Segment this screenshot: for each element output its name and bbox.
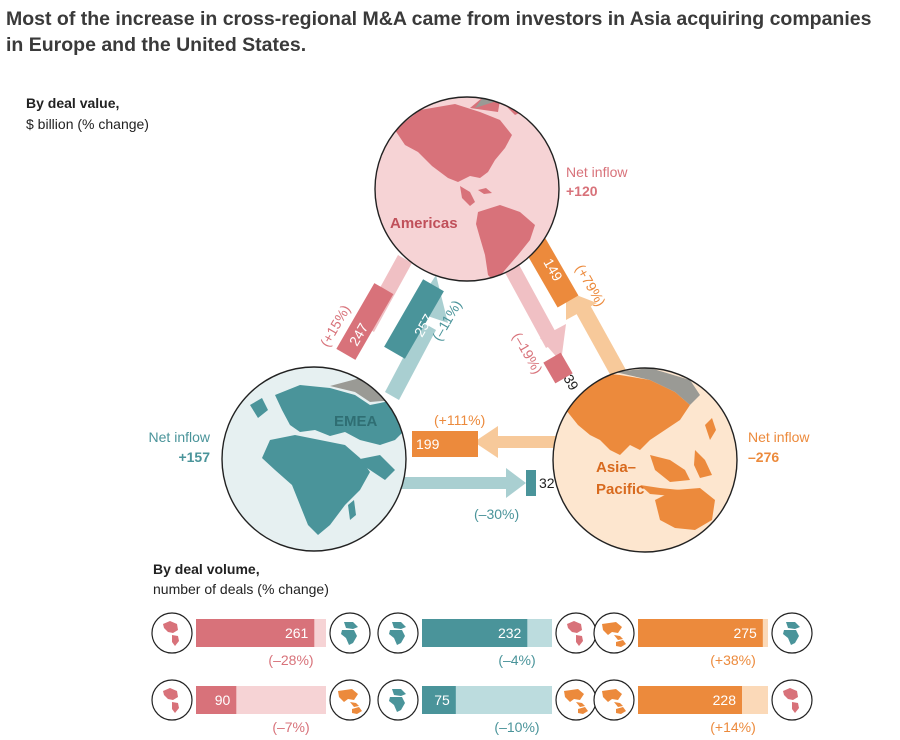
flow-value-am-as: 39 xyxy=(560,372,582,394)
volume-section-title: By deal volume, xyxy=(153,561,260,577)
mini-globe-asia-r1c0-to xyxy=(329,679,371,721)
net-inflow-value-americas: +120 xyxy=(566,183,598,199)
globe-emea: EMEA xyxy=(221,366,407,552)
volume-value-r0c0: 261 xyxy=(285,625,309,641)
net-inflow-label-americas: Net inflow xyxy=(566,164,628,180)
flow-emea-to-asia: 32 (–30%) xyxy=(398,468,555,522)
mini-globe-emea-r0c2-to xyxy=(771,612,813,654)
region-label-americas: Americas xyxy=(390,215,458,232)
volume-change-r1c2: (+14%) xyxy=(710,719,756,735)
mini-globe-asia-r1c2-from xyxy=(593,679,635,721)
flow-change-em-as: (–30%) xyxy=(474,506,519,522)
volume-bar-r1c1 xyxy=(422,686,456,714)
net-inflow-value-emea: +157 xyxy=(178,449,210,465)
volume-change-r0c0: (–28%) xyxy=(268,652,313,668)
volume-change-r1c0: (–7%) xyxy=(272,719,309,735)
mini-globe-asia-r0c2-from xyxy=(593,612,635,654)
volume-section-subtitle: number of deals (% change) xyxy=(153,581,329,597)
flow-value-em-as: 32 xyxy=(539,475,555,491)
volume-bar-r0c1 xyxy=(422,619,528,647)
net-inflow-value-asia: –276 xyxy=(748,449,779,465)
region-label-asia-line1: Asia– xyxy=(596,459,636,476)
flow-emea-to-americas: 257 (–11%) xyxy=(384,275,465,400)
mini-globe-americas-r1c0-from xyxy=(151,679,193,721)
region-label-emea: EMEA xyxy=(334,413,378,430)
volume-bar-r0c0 xyxy=(196,619,315,647)
mini-globe-emea-r0c0-to xyxy=(329,612,371,654)
volume-change-r0c1: (–4%) xyxy=(498,652,535,668)
volume-value-r1c1: 75 xyxy=(434,692,450,708)
chart-title: Most of the increase in cross-regional M… xyxy=(6,8,872,56)
mini-globe-americas-r1c2-to xyxy=(771,679,813,721)
volume-bar-r1c2 xyxy=(638,686,742,714)
mini-globe-americas-r0c1-to xyxy=(555,612,597,654)
volume-bars: 261 (–28%) 232 (–4%) 275 (+38%) 90 (–7%) 75 (–10%… xyxy=(151,612,813,735)
flow-change-as-em: (+111%) xyxy=(434,412,485,428)
volume-value-r1c2: 228 xyxy=(713,692,737,708)
volume-value-r0c1: 232 xyxy=(498,625,522,641)
net-inflow-label-emea: Net inflow xyxy=(149,429,211,445)
flow-asia-to-emea: 199 (+111%) xyxy=(412,412,570,458)
value-section-subtitle: $ billion (% change) xyxy=(26,116,149,132)
volume-change-r0c2: (+38%) xyxy=(710,652,756,668)
volume-value-r1c0: 90 xyxy=(215,692,231,708)
globe-asia-pacific: Asia– Pacific xyxy=(552,367,738,553)
mini-globe-emea-r1c1-from xyxy=(377,679,419,721)
mini-globe-americas-r0c0-from xyxy=(151,612,193,654)
value-section-title: By deal value, xyxy=(26,95,120,111)
globe-americas: Americas xyxy=(374,96,560,282)
mini-globe-asia-r1c1-to xyxy=(555,679,597,721)
region-label-asia-line2: Pacific xyxy=(596,481,644,498)
mini-globe-emea-r0c1-from xyxy=(377,612,419,654)
volume-bar-r1c0 xyxy=(196,686,237,714)
volume-change-r1c1: (–10%) xyxy=(494,719,539,735)
volume-bar-r0c2 xyxy=(638,619,763,647)
net-inflow-label-asia: Net inflow xyxy=(748,429,810,445)
flow-value-as-em: 199 xyxy=(416,436,440,452)
volume-value-r0c2: 275 xyxy=(733,625,757,641)
